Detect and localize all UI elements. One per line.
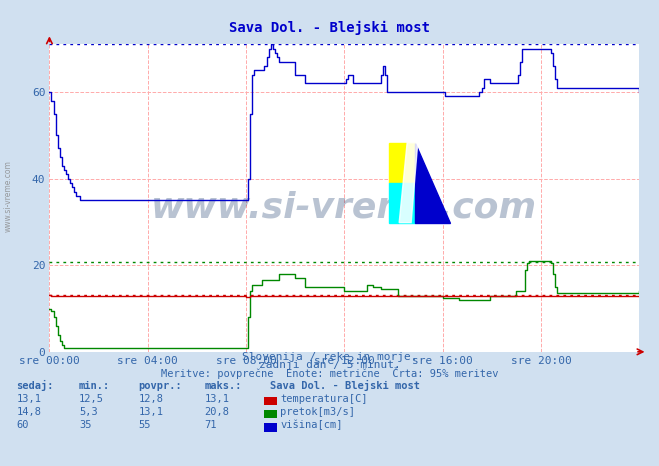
Text: 14,8: 14,8 xyxy=(16,407,42,417)
Text: Sava Dol. - Blejski most: Sava Dol. - Blejski most xyxy=(270,380,420,391)
Text: pretok[m3/s]: pretok[m3/s] xyxy=(280,407,355,417)
Polygon shape xyxy=(415,143,449,223)
Text: min.:: min.: xyxy=(79,381,110,391)
Text: www.si-vreme.com: www.si-vreme.com xyxy=(152,190,537,224)
Text: 5,3: 5,3 xyxy=(79,407,98,417)
Text: 12,8: 12,8 xyxy=(138,394,163,404)
Text: 12,5: 12,5 xyxy=(79,394,104,404)
Text: 20,8: 20,8 xyxy=(204,407,229,417)
Text: povpr.:: povpr.: xyxy=(138,381,182,391)
Text: 71: 71 xyxy=(204,420,217,430)
Text: višina[cm]: višina[cm] xyxy=(280,420,343,430)
Text: maks.:: maks.: xyxy=(204,381,242,391)
FancyBboxPatch shape xyxy=(389,183,415,223)
Text: 13,1: 13,1 xyxy=(138,407,163,417)
Text: zadnji dan / 5 minut.: zadnji dan / 5 minut. xyxy=(258,360,401,370)
Text: 35: 35 xyxy=(79,420,92,430)
Text: 60: 60 xyxy=(16,420,29,430)
Text: 55: 55 xyxy=(138,420,151,430)
Text: sedaj:: sedaj: xyxy=(16,380,54,391)
Polygon shape xyxy=(399,143,418,223)
Text: 13,1: 13,1 xyxy=(16,394,42,404)
Text: Slovenija / reke in morje.: Slovenija / reke in morje. xyxy=(242,352,417,362)
Text: www.si-vreme.com: www.si-vreme.com xyxy=(3,160,13,232)
FancyBboxPatch shape xyxy=(389,143,415,183)
Text: temperatura[C]: temperatura[C] xyxy=(280,394,368,404)
Text: 13,1: 13,1 xyxy=(204,394,229,404)
Text: Meritve: povprečne  Enote: metrične  Črta: 95% meritev: Meritve: povprečne Enote: metrične Črta:… xyxy=(161,367,498,378)
Text: Sava Dol. - Blejski most: Sava Dol. - Blejski most xyxy=(229,21,430,35)
